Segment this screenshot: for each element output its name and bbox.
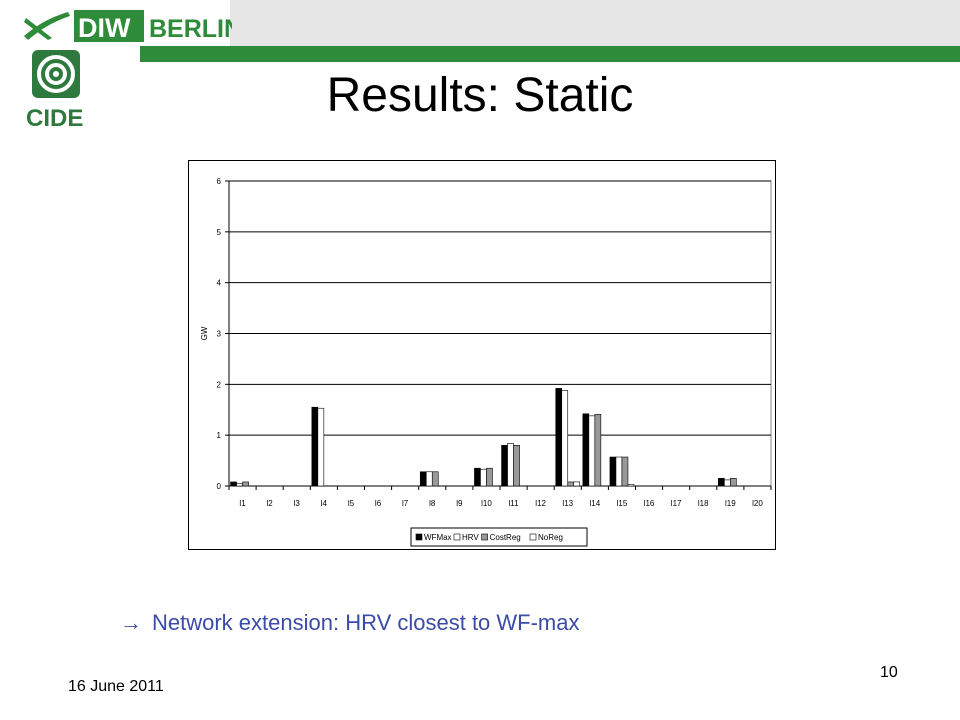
bar-costreg: [486, 467, 493, 487]
x-tick-label: l16: [644, 499, 655, 508]
bar-wfmax: [419, 471, 427, 487]
legend-swatch-noreg: [529, 533, 537, 541]
legend-label-noreg: NoReg: [538, 533, 563, 542]
bar-costreg: [567, 481, 575, 487]
x-tick-label: l9: [456, 499, 463, 508]
legend-swatch-wfmax: [415, 533, 423, 541]
y-tick-label: 6: [217, 177, 222, 186]
y-tick-label: 5: [217, 228, 222, 237]
bar-hrv: [588, 415, 596, 487]
bar-hrv: [236, 483, 243, 487]
bar-wfmax: [474, 467, 481, 487]
y-tick-label: 0: [217, 482, 222, 491]
bar-wfmax: [582, 413, 590, 487]
bar-chart: 0 1 2 3 4 5 6 GW l1 l2 l3 l4 l5 l6 l7 l8 l9 l10 l11 l12 l13 l…: [200, 177, 772, 547]
bar-hrv: [561, 390, 569, 487]
bar-costreg: [594, 414, 602, 487]
bar-costreg: [621, 456, 629, 487]
cide-logo: CIDE: [24, 48, 94, 135]
legend-label-costreg: CostReg: [490, 533, 521, 542]
bullet-point: → Network extension: HRV closest to WF-ma…: [120, 610, 580, 636]
x-tick-label: l18: [698, 499, 709, 508]
bar-hrv: [317, 407, 325, 487]
arrow-icon: →: [120, 610, 142, 635]
x-tick-label: l11: [509, 499, 520, 508]
bar-wfmax: [501, 445, 508, 487]
x-tick-label: l10: [481, 499, 492, 508]
footer-date: 16 June 2011: [68, 678, 164, 695]
legend-label-wfmax: WFMax: [424, 533, 452, 542]
x-tick-label: l1: [239, 499, 246, 508]
x-tick-label: l13: [562, 499, 573, 508]
x-tick-label: l2: [267, 499, 274, 508]
bar-costreg: [431, 471, 439, 487]
bar-noreg: [573, 481, 581, 487]
bar-wfmax: [555, 388, 563, 487]
diw-swoosh-icon: DIW BERLIN: [24, 10, 242, 43]
legend-label-hrv: HRV: [462, 533, 479, 542]
legend-swatch-costreg: [481, 533, 488, 541]
y-tick-label: 3: [217, 330, 222, 339]
bar-hrv: [724, 479, 731, 487]
x-tick-label: l20: [752, 499, 763, 508]
logo-berlin-text: BERLIN: [149, 15, 232, 43]
bar-wfmax: [718, 478, 725, 487]
x-tick-label: l12: [535, 499, 546, 508]
diw-berlin-logo: DIW BERLIN: [22, 8, 242, 49]
bar-costreg: [242, 481, 249, 487]
x-tick-label: l6: [375, 499, 382, 508]
y-tick-label: 1: [217, 431, 222, 440]
x-tick-label: l7: [402, 499, 409, 508]
bar-hrv: [615, 456, 623, 487]
bar-hrv: [507, 442, 514, 487]
bar-hrv: [425, 471, 433, 487]
logo-cide-text: CIDE: [26, 105, 83, 130]
bar-noreg: [627, 484, 635, 487]
bar-wfmax: [230, 481, 237, 487]
legend-swatch-hrv: [453, 533, 461, 541]
x-tick-label: l8: [429, 499, 436, 508]
slide-title: Results: Static: [326, 69, 634, 122]
y-tick-label: 4: [217, 279, 222, 288]
cide-spiral-icon: [32, 50, 80, 98]
legend-box: [410, 527, 588, 547]
chart-frame: 0 1 2 3 4 5 6 GW l1 l2 l3 l4 l5 l6 l7 l8 l9 l10 l11 l12 l13 l…: [188, 160, 776, 550]
bullet-text: Network extension: HRV closest to WF-max: [152, 610, 580, 635]
y-tick-label: 2: [217, 380, 222, 389]
header-grey-band: [230, 0, 960, 46]
page-number: 10: [880, 664, 898, 681]
x-tick-label: l14: [590, 499, 601, 508]
bar-wfmax: [311, 406, 319, 487]
y-axis-label: GW: [200, 326, 209, 340]
x-tick-label: l17: [671, 499, 682, 508]
x-tick-label: l3: [294, 499, 301, 508]
x-tick-label: l19: [725, 499, 736, 508]
bar-wfmax: [609, 456, 617, 487]
x-tick-label: l15: [617, 499, 628, 508]
x-tick-label: l5: [348, 499, 355, 508]
bar-hrv: [480, 468, 487, 487]
header-green-bar: [140, 46, 960, 62]
bar-costreg: [513, 445, 520, 487]
logo-diw-text: DIW: [78, 13, 131, 43]
bar-costreg: [730, 478, 737, 487]
x-tick-label: l4: [321, 499, 328, 508]
